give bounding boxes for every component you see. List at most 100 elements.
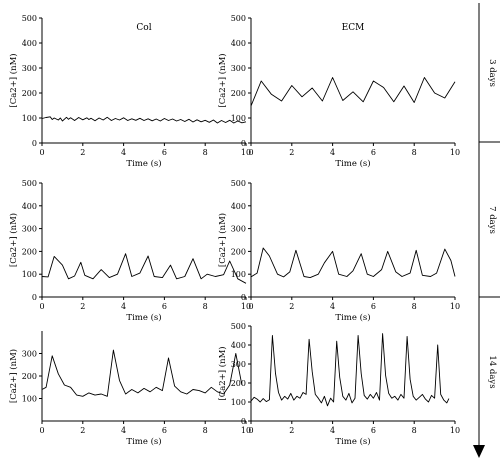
chart-title: Col: [136, 23, 151, 33]
x-tick-label: 6: [371, 426, 376, 435]
y-tick-label: 400: [231, 341, 246, 350]
chart-title: ECM: [342, 23, 365, 33]
x-tick-label: 10: [450, 302, 460, 311]
y-tick-label: 300: [231, 225, 246, 234]
y-tick-label: 0: [241, 417, 246, 426]
x-tick-label: 2: [289, 148, 294, 157]
y-tick-label: 200: [22, 372, 37, 381]
y-axis-label: [Ca2+] (nM): [217, 346, 228, 400]
x-tick-label: 8: [203, 148, 208, 157]
series-line: [250, 333, 450, 407]
series-line: [41, 349, 243, 397]
y-tick-label: 100: [231, 114, 246, 123]
x-tick-label: 10: [241, 426, 251, 435]
y-tick-label: 400: [231, 202, 246, 211]
x-tick-label: 0: [248, 426, 253, 435]
x-tick-label: 10: [241, 148, 251, 157]
y-tick-label: 500: [231, 179, 246, 188]
x-tick-label: 6: [162, 426, 167, 435]
y-tick-label: 300: [231, 64, 246, 73]
y-axis-label: [Ca2+] (nM): [8, 213, 19, 267]
x-tick-label: 8: [203, 302, 208, 311]
y-tick-label: 300: [22, 64, 37, 73]
y-tick-label: 400: [22, 39, 37, 48]
y-tick-label: 400: [231, 39, 246, 48]
x-tick-label: 6: [162, 302, 167, 311]
y-axis-label: [Ca2+] (nM): [217, 53, 228, 107]
series-line: [41, 253, 247, 284]
x-tick-label: 10: [450, 148, 460, 157]
x-tick-label: 6: [162, 148, 167, 157]
x-tick-label: 6: [371, 302, 376, 311]
y-tick-label: 400: [22, 202, 37, 211]
x-tick-label: 8: [203, 426, 208, 435]
x-tick-label: 2: [80, 148, 85, 157]
x-tick-label: 4: [121, 148, 126, 157]
x-tick-label: 8: [412, 148, 417, 157]
x-tick-label: 2: [80, 302, 85, 311]
x-tick-label: 0: [39, 426, 44, 435]
y-tick-label: 500: [231, 14, 246, 23]
y-tick-label: 500: [22, 179, 37, 188]
x-tick-label: 2: [289, 426, 294, 435]
y-tick-label: 100: [231, 398, 246, 407]
x-tick-label: 0: [39, 302, 44, 311]
side-label-3-days: 3 days: [487, 59, 497, 87]
x-tick-label: 0: [248, 148, 253, 157]
y-tick-label: 200: [231, 247, 246, 256]
arrow-head-icon: [473, 445, 485, 458]
y-tick-label: 100: [22, 395, 37, 404]
y-tick-label: 300: [22, 225, 37, 234]
y-tick-label: 0: [32, 293, 37, 302]
y-tick-label: 200: [231, 379, 246, 388]
series-line: [250, 247, 456, 279]
y-tick-label: 100: [22, 270, 37, 279]
y-tick-label: 300: [231, 360, 246, 369]
y-tick-label: 500: [231, 322, 246, 331]
y-tick-label: 200: [22, 89, 37, 98]
condition-sidebar: 3 days 7 days 14 days: [473, 3, 500, 458]
y-tick-label: 100: [231, 270, 246, 279]
side-label-7-days: 7 days: [487, 206, 497, 234]
x-tick-label: 4: [121, 426, 126, 435]
y-tick-label: 0: [241, 139, 246, 148]
x-axis-label: Time (s): [126, 312, 161, 323]
x-axis-label: Time (s): [126, 436, 161, 447]
x-tick-label: 2: [80, 426, 85, 435]
x-axis-label: Time (s): [335, 312, 370, 323]
y-tick-label: 500: [22, 14, 37, 23]
series-line: [41, 116, 247, 124]
chart-panel: 0 2 4 6 8 10 100 200 300 Time (s) [Ca2+] (nM): [8, 331, 251, 447]
y-axis-label: [Ca2+] (nM): [8, 53, 19, 107]
x-tick-label: 4: [330, 426, 335, 435]
y-tick-label: 0: [32, 139, 37, 148]
y-tick-label: 200: [231, 89, 246, 98]
x-tick-label: 2: [289, 302, 294, 311]
x-tick-label: 6: [371, 148, 376, 157]
x-axis-label: Time (s): [335, 436, 370, 447]
side-label-14-days: 14 days: [487, 355, 497, 388]
x-tick-label: 0: [39, 148, 44, 157]
y-tick-label: 0: [241, 293, 246, 302]
x-tick-label: 8: [412, 302, 417, 311]
y-tick-label: 300: [22, 350, 37, 359]
x-tick-label: 10: [450, 426, 460, 435]
y-axis-label: [Ca2+] (nM): [8, 349, 19, 403]
x-tick-label: 8: [412, 426, 417, 435]
y-tick-label: 200: [22, 247, 37, 256]
x-axis-label: Time (s): [335, 158, 370, 169]
x-axis-label: Time (s): [126, 158, 161, 169]
x-tick-label: 10: [241, 302, 251, 311]
y-tick-label: 100: [22, 114, 37, 123]
x-tick-label: 4: [330, 148, 335, 157]
series-line: [250, 77, 456, 107]
x-tick-label: 0: [248, 302, 253, 311]
x-tick-label: 4: [121, 302, 126, 311]
x-tick-label: 4: [330, 302, 335, 311]
